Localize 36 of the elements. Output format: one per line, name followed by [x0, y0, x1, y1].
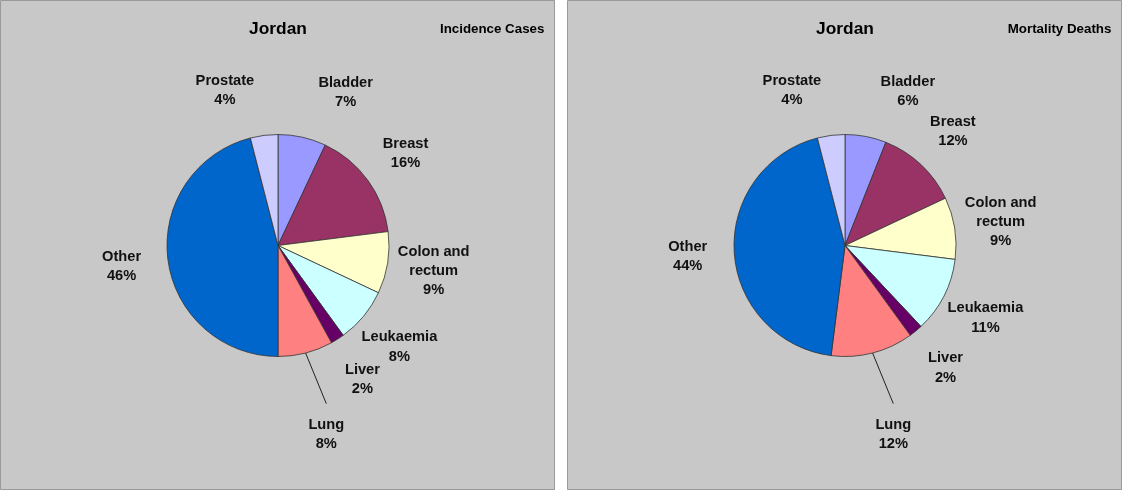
slice-label: Bladder — [880, 73, 936, 90]
data-label: 9% — [423, 281, 445, 298]
data-label: 2% — [351, 380, 374, 397]
data-label: 6% — [897, 92, 919, 109]
data-label: 8% — [388, 347, 411, 364]
slice-label: Liver — [927, 349, 964, 366]
slice-label: Prostate — [195, 71, 255, 88]
chart-subtitle: Incidence Cases — [439, 20, 545, 36]
slice-label: Other — [102, 247, 142, 264]
chart-title: Jordan — [816, 18, 874, 39]
data-label: 16% — [390, 154, 421, 171]
data-label: 8% — [315, 435, 337, 452]
data-label: 46% — [106, 266, 137, 283]
slice-label: Lung — [875, 416, 912, 433]
data-label: 9% — [990, 232, 1012, 249]
data-label: 11% — [971, 318, 1000, 335]
data-label: 2% — [934, 368, 957, 385]
data-label: 7% — [335, 93, 357, 110]
slice-label: Colon and rectum — [397, 242, 470, 279]
slice-label: Colon and rectum — [964, 193, 1037, 229]
slice-label: Leukaemia — [947, 299, 1025, 316]
slice-label: Liver — [344, 360, 381, 377]
data-label: 4% — [214, 90, 236, 107]
slice-label: Breast — [382, 135, 429, 152]
slice-label: Breast — [930, 113, 976, 129]
slice-label: Leukaemia — [361, 328, 439, 345]
data-label: 12% — [938, 132, 968, 149]
slice-label: Lung — [308, 416, 345, 433]
slice-label: Prostate — [762, 71, 822, 88]
data-label: 4% — [781, 90, 803, 107]
slice-label: Other — [668, 237, 708, 254]
data-label: 44% — [673, 257, 703, 273]
chart-title: Jordan — [249, 18, 307, 39]
chart-subtitle: Mortality Deaths — [1007, 20, 1112, 36]
data-label: 12% — [878, 435, 908, 452]
slice-label: Bladder — [318, 74, 374, 91]
